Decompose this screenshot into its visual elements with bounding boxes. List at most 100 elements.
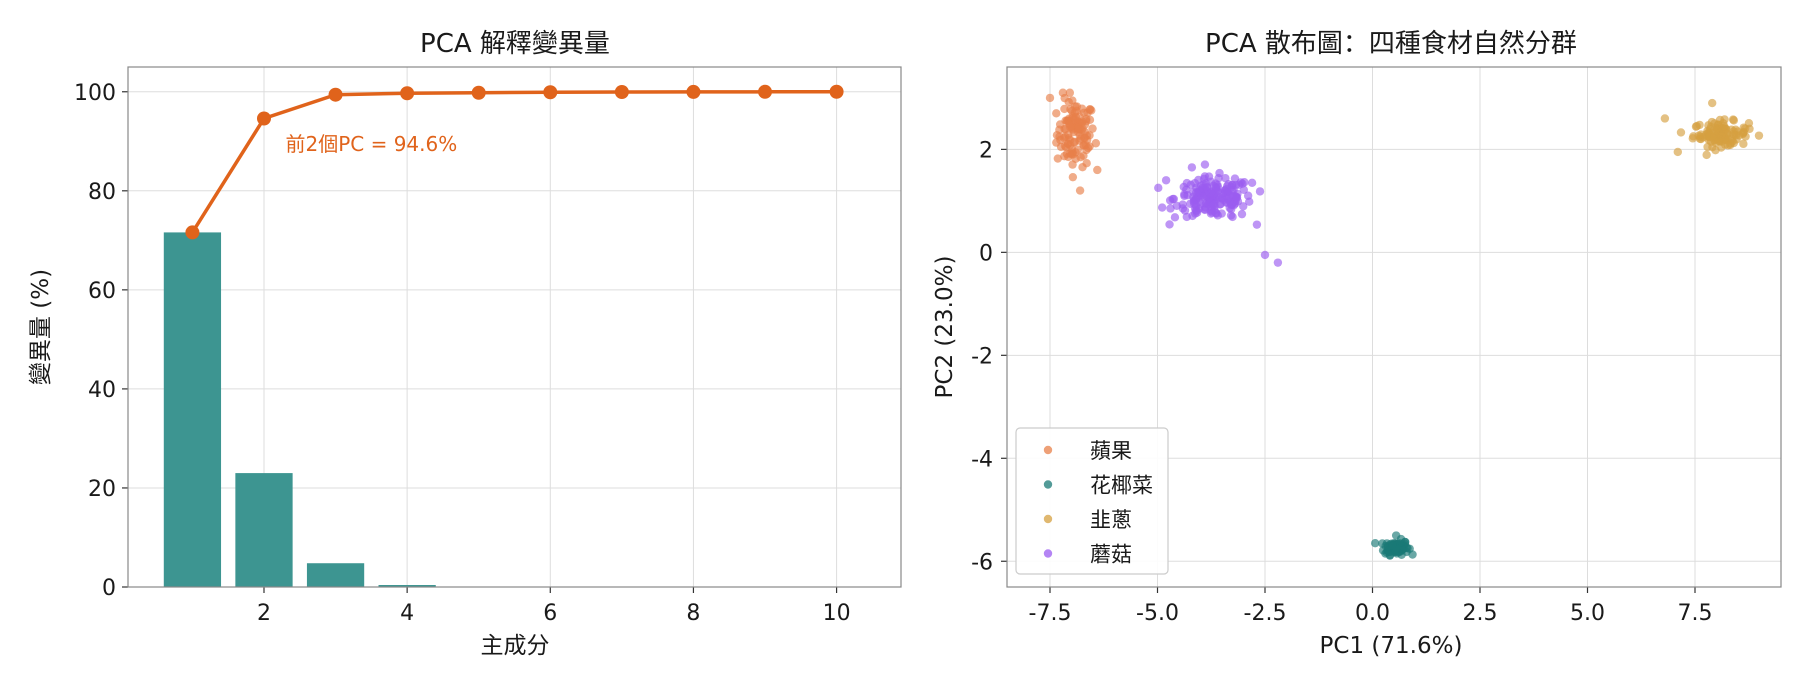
scatter-point bbox=[1045, 93, 1055, 103]
scatter-point bbox=[1705, 132, 1714, 141]
scatter-point bbox=[1065, 88, 1075, 97]
right-chart-title: PCA 散布圖：四種食材自然分群 bbox=[1205, 29, 1577, 59]
cumulative-point bbox=[686, 84, 701, 99]
scatter-point bbox=[1060, 104, 1069, 114]
legend-label: 韭蔥 bbox=[1090, 508, 1132, 532]
scatter-point bbox=[1729, 116, 1739, 125]
cumulative-line bbox=[190, 90, 837, 234]
variance-bar bbox=[235, 473, 293, 587]
scatter-point bbox=[1370, 538, 1380, 548]
variance-bar bbox=[163, 232, 222, 587]
scatter-point bbox=[1252, 220, 1262, 229]
right-y-tick-label: -6 bbox=[971, 550, 993, 575]
cumulative-point bbox=[471, 85, 486, 100]
scatter-point bbox=[1711, 145, 1720, 155]
legend-marker bbox=[1043, 514, 1053, 524]
scatter-point bbox=[1066, 135, 1075, 145]
variance-bar bbox=[378, 585, 436, 587]
left-y-tick-label: 0 bbox=[102, 576, 116, 601]
cumulative-point bbox=[543, 85, 558, 100]
scatter-point bbox=[1720, 122, 1729, 131]
scatter-point bbox=[1237, 209, 1247, 219]
scatter-point bbox=[1703, 142, 1712, 152]
scatter-point bbox=[1187, 163, 1197, 172]
right-y-tick-label: -4 bbox=[971, 447, 993, 472]
right-chart-ticks: -7.5 -5.0 -2.5 0.0 2.5 5.0 7.5 -6 -4 -2 0 2 bbox=[971, 138, 1712, 626]
left-y-tick-label: 100 bbox=[74, 81, 116, 106]
right-chart-ylabel: PC2 (23.0%) bbox=[932, 256, 958, 399]
scatter-point bbox=[1161, 176, 1171, 185]
scatter-point bbox=[1710, 126, 1719, 135]
scatter-point bbox=[1708, 98, 1717, 108]
right-x-tick-label: 2.5 bbox=[1463, 601, 1498, 626]
scatter-point bbox=[1197, 192, 1207, 201]
scatter-point bbox=[1170, 213, 1180, 222]
legend-box bbox=[1015, 427, 1169, 575]
series-cauliflower bbox=[1370, 531, 1417, 560]
legend-label: 花椰菜 bbox=[1090, 474, 1153, 498]
scatter-point bbox=[1088, 124, 1097, 133]
scatter-point bbox=[1239, 202, 1248, 211]
scatter-point bbox=[1083, 143, 1093, 153]
series-mushroom bbox=[1154, 160, 1283, 267]
scatter-point bbox=[1215, 200, 1225, 209]
scatter-point bbox=[1224, 179, 1233, 189]
left-y-tick-label: 20 bbox=[88, 477, 116, 502]
scatter-point bbox=[1235, 180, 1244, 189]
left-chart-frame bbox=[127, 66, 902, 588]
right-x-tick-label: 7.5 bbox=[1678, 601, 1713, 626]
scatter-point bbox=[1230, 174, 1240, 183]
scatter-point bbox=[1075, 186, 1085, 195]
scatter-point bbox=[1247, 178, 1257, 188]
left-y-tick-label: 60 bbox=[88, 279, 116, 304]
scatter-point bbox=[1179, 182, 1188, 192]
scatter-point bbox=[1707, 117, 1717, 127]
right-x-tick-label: 5.0 bbox=[1570, 601, 1605, 626]
left-y-tick-label: 80 bbox=[88, 180, 116, 205]
scatter-point bbox=[1729, 129, 1738, 139]
cumulative-annotation: 前2個PC = 94.6% bbox=[285, 132, 457, 156]
scatter-point bbox=[1200, 172, 1210, 181]
scatter-point bbox=[1694, 131, 1703, 140]
cumulative-point bbox=[185, 225, 200, 240]
cumulative-point bbox=[614, 85, 629, 100]
cumulative-point bbox=[328, 87, 343, 102]
scatter-point bbox=[1720, 115, 1729, 124]
right-chart-frame bbox=[1006, 66, 1782, 588]
cumulative-point bbox=[758, 84, 773, 99]
scatter-point bbox=[1408, 550, 1417, 559]
scatter-point bbox=[1206, 206, 1215, 216]
scatter-point bbox=[1073, 123, 1083, 133]
left-x-tick-label: 4 bbox=[400, 601, 414, 626]
scatter-point bbox=[1192, 205, 1201, 215]
left-x-tick-label: 10 bbox=[823, 601, 851, 626]
scatter-point bbox=[1078, 163, 1087, 172]
cumulative-point bbox=[829, 84, 844, 99]
right-x-tick-label: 0.0 bbox=[1355, 601, 1390, 626]
scatter-point bbox=[1391, 531, 1401, 540]
left-chart-title: PCA 解釋變異量 bbox=[420, 29, 610, 59]
scatter-point bbox=[1717, 132, 1726, 142]
scatter-point bbox=[1080, 127, 1090, 137]
scatter-point bbox=[1660, 114, 1670, 123]
scatter-point bbox=[1255, 187, 1265, 196]
legend-marker bbox=[1043, 445, 1053, 455]
left-x-tick-label: 6 bbox=[543, 601, 557, 626]
scatter-point bbox=[1172, 201, 1181, 210]
scatter-point bbox=[1076, 153, 1085, 162]
scatter-point bbox=[1093, 165, 1102, 175]
scatter-point bbox=[1157, 203, 1167, 212]
left-chart-ylabel: 變異量 (%) bbox=[28, 269, 54, 385]
scatter-point bbox=[1381, 549, 1390, 558]
scatter-point bbox=[1055, 125, 1064, 134]
scatter-point bbox=[1223, 194, 1232, 203]
scatter-point bbox=[1052, 109, 1061, 118]
pca-scatter-chart: PCA 散布圖：四種食材自然分群 PC1 (71.6%) PC2 (23.0%)… bbox=[932, 29, 1782, 659]
scatter-point bbox=[1243, 191, 1253, 200]
left-chart-cumulative-line bbox=[185, 84, 844, 240]
scatter-point bbox=[1068, 172, 1078, 182]
scatter-point bbox=[1273, 258, 1283, 267]
legend-label: 蘑菇 bbox=[1090, 543, 1132, 567]
scatter-point bbox=[1226, 205, 1236, 214]
